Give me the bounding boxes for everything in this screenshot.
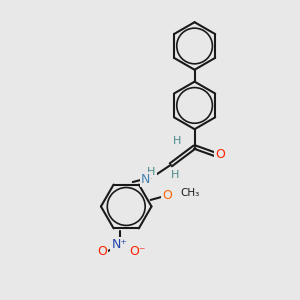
Text: N: N bbox=[141, 173, 150, 186]
Text: O: O bbox=[97, 245, 107, 258]
Text: O⁻: O⁻ bbox=[129, 245, 146, 258]
Text: H: H bbox=[147, 167, 156, 177]
Text: H: H bbox=[172, 136, 181, 146]
Text: O: O bbox=[215, 148, 225, 161]
Text: O: O bbox=[162, 189, 172, 202]
Text: CH₃: CH₃ bbox=[180, 188, 200, 197]
Text: N⁺: N⁺ bbox=[112, 238, 128, 251]
Text: H: H bbox=[171, 170, 179, 180]
